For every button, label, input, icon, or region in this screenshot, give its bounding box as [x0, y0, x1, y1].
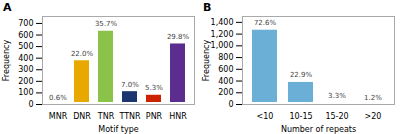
svg-text:3.3%: 3.3% [328, 92, 346, 100]
svg-text:22.9%: 22.9% [290, 71, 313, 79]
svg-text:1,200: 1,200 [211, 30, 234, 39]
svg-text:TNR: TNR [97, 112, 115, 121]
svg-text:Number of repeats: Number of repeats [281, 125, 356, 134]
svg-text:0: 0 [28, 100, 33, 109]
svg-text:>20: >20 [365, 112, 382, 121]
svg-text:<10: <10 [257, 112, 274, 121]
svg-text:35.7%: 35.7% [95, 20, 118, 28]
svg-text:Frequency: Frequency [2, 40, 11, 82]
svg-text:600: 600 [218, 65, 233, 74]
svg-text:400: 400 [18, 54, 33, 63]
svg-text:500: 500 [18, 42, 33, 51]
svg-text:1.2%: 1.2% [364, 94, 382, 102]
svg-text:DNR: DNR [73, 112, 91, 121]
svg-text:200: 200 [18, 77, 33, 86]
svg-text:15-20: 15-20 [325, 112, 348, 121]
svg-text:22.0%: 22.0% [71, 50, 94, 58]
svg-text:800: 800 [218, 53, 233, 62]
svg-text:700: 700 [18, 19, 33, 28]
svg-text:Motif type: Motif type [98, 125, 138, 134]
svg-text:0.6%: 0.6% [49, 94, 67, 102]
svg-text:1,400: 1,400 [211, 18, 234, 27]
svg-text:Frequency: Frequency [202, 40, 211, 82]
svg-text:10-15: 10-15 [289, 112, 312, 121]
html-text:B: B [203, 1, 212, 14]
svg-text:HNR: HNR [169, 112, 187, 121]
svg-text:5.3%: 5.3% [145, 84, 163, 92]
svg-text:200: 200 [218, 88, 233, 97]
svg-text:100: 100 [18, 88, 33, 97]
svg-text:7.0%: 7.0% [121, 81, 139, 89]
svg-text:29.8%: 29.8% [167, 33, 190, 41]
svg-text:TTNR: TTNR [118, 112, 141, 121]
svg-text:72.6%: 72.6% [254, 19, 277, 27]
svg-text:600: 600 [18, 31, 33, 40]
svg-text:0: 0 [228, 100, 233, 109]
html-text:A: A [3, 1, 12, 14]
svg-text:MNR: MNR [49, 112, 68, 121]
svg-text:300: 300 [18, 65, 33, 74]
svg-text:1,000: 1,000 [211, 41, 234, 50]
svg-text:400: 400 [218, 77, 233, 86]
svg-text:PNR: PNR [146, 112, 163, 121]
